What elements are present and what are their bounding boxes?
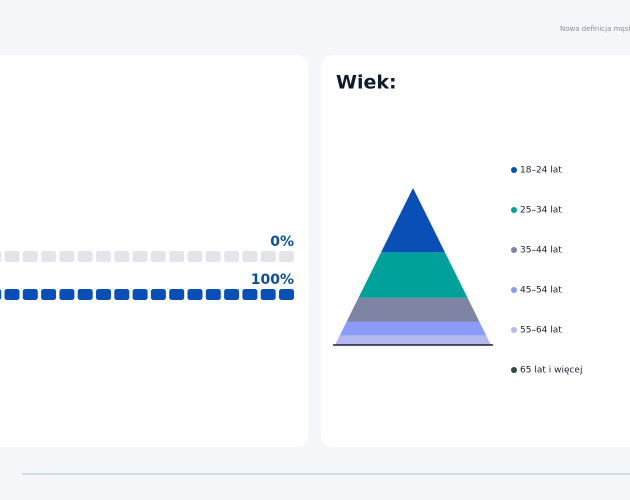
progress-square (242, 289, 258, 300)
percent-label: 100% (251, 272, 294, 288)
progress-square (77, 289, 93, 300)
progress-square (150, 289, 166, 300)
progress-square (279, 251, 294, 262)
legend-label: 18–24 lat (520, 166, 562, 176)
progress-square (41, 251, 57, 262)
age-card (321, 55, 630, 447)
legend-label: 45–54 lat (520, 286, 562, 296)
legend-label: 65 lat i więcej (520, 366, 582, 376)
legend-label: 25–34 lat (520, 206, 562, 216)
progress-square (205, 251, 221, 262)
age-title: Wiek: (336, 72, 397, 94)
progress-square (224, 289, 240, 300)
progress-square (114, 289, 130, 300)
legend-dot (511, 167, 517, 173)
progress-square (260, 289, 276, 300)
progress-square (132, 289, 148, 300)
legend-dot (511, 207, 517, 213)
legend-label: 55–64 lat (520, 326, 562, 336)
progress-square (150, 251, 166, 262)
progress-square (22, 251, 38, 262)
progress-square (0, 289, 2, 300)
legend-dot (511, 247, 517, 253)
progress-square (114, 251, 130, 262)
progress-square (187, 251, 203, 262)
progress-square (59, 289, 75, 300)
progress-square (96, 289, 111, 300)
progress-square (59, 251, 75, 262)
progress-square (205, 289, 221, 300)
pyramid-layer (339, 321, 487, 336)
progress-square (169, 251, 185, 262)
pyramid-layer (358, 252, 468, 298)
progress-square (77, 251, 93, 262)
progress-square (260, 251, 276, 262)
progress-square (132, 251, 148, 262)
progress-square (4, 251, 20, 262)
pyramid-layer (381, 188, 445, 253)
progress-square (169, 289, 185, 300)
legend-dot (511, 287, 517, 293)
legend-dot (511, 327, 517, 333)
progress-square (96, 251, 111, 262)
progress-square (224, 251, 240, 262)
progress-square (22, 289, 38, 300)
legend-label: 35–44 lat (520, 246, 562, 256)
progress-square (187, 289, 203, 300)
progress-square (0, 251, 2, 262)
percent-label: 0% (270, 234, 294, 250)
header-text: Nowa definicja męskości (560, 25, 630, 33)
progress-square (279, 289, 294, 300)
pyramid-layer (335, 335, 491, 345)
progress-square (4, 289, 20, 300)
legend-dot (511, 367, 517, 373)
progress-square (242, 251, 258, 262)
pyramid-layer (346, 297, 480, 322)
progress-square (41, 289, 57, 300)
